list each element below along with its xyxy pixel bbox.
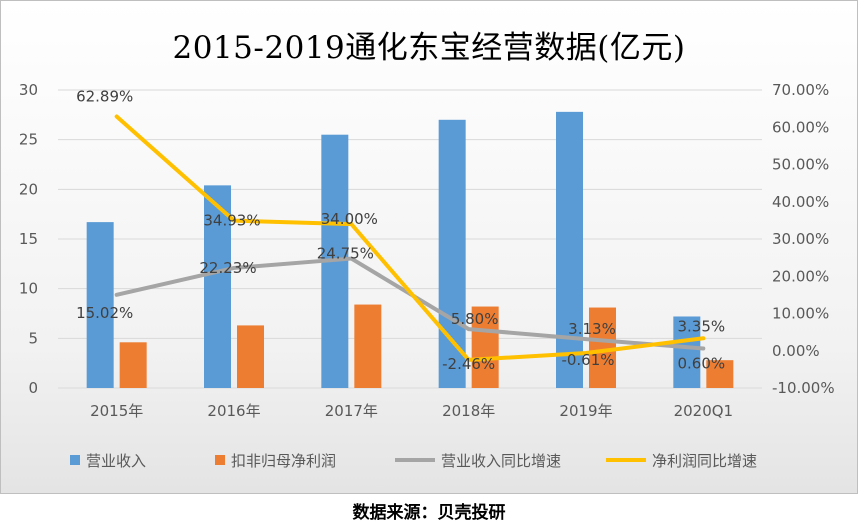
data-label: 3.13%	[568, 320, 616, 338]
line-point	[233, 267, 235, 269]
data-label: -0.61%	[561, 351, 614, 369]
y-left-tick-label: 5	[28, 329, 38, 347]
y-left-tick-label: 0	[28, 379, 38, 397]
source-note: 数据来源：贝壳投研	[352, 503, 506, 523]
y-left-tick-label: 15	[19, 230, 38, 248]
data-label: 24.75%	[317, 245, 374, 263]
y-right-tick-label: 70.00%	[772, 81, 829, 99]
bar	[471, 306, 499, 388]
y-right-tick-label: 40.00%	[772, 193, 829, 211]
line-point	[116, 294, 118, 296]
x-tick-label: 2015年	[90, 402, 143, 420]
x-tick-label: 2019年	[559, 402, 612, 420]
line-point	[350, 258, 352, 260]
data-label: -2.46%	[442, 355, 495, 373]
y-left-tick-label: 25	[19, 131, 38, 149]
y-right-tick-label: 60.00%	[772, 118, 829, 136]
data-label: 5.80%	[451, 310, 499, 328]
legend-swatch	[215, 455, 225, 465]
line-point	[585, 352, 587, 354]
data-label: 0.60%	[678, 355, 726, 373]
y-right-tick-label: 20.00%	[772, 267, 829, 285]
y-right-tick-label: -10.00%	[772, 379, 835, 397]
bar	[86, 222, 114, 388]
bar	[204, 185, 231, 388]
x-tick-label: 2017年	[325, 402, 378, 420]
data-label: 15.02%	[76, 304, 133, 322]
x-tick-label: 2018年	[442, 402, 495, 420]
y-right-tick-label: 50.00%	[772, 156, 829, 174]
line-point	[350, 223, 352, 225]
chart-title: 2015-2019通化东宝经营数据(亿元)	[172, 30, 686, 66]
y-left-tick-label: 20	[19, 180, 38, 198]
line-point	[468, 328, 470, 330]
line-point	[585, 338, 587, 340]
bar	[237, 325, 264, 388]
series-line	[114, 114, 706, 362]
y-left-tick-label: 30	[19, 81, 38, 99]
chart-plot: 0 5 10 15 20 25 30 -10.00% 0.00% 10.00% 20.00% 30.0…	[19, 81, 835, 470]
y-right-tick-label: 10.00%	[772, 305, 829, 323]
chart-frame	[0, 0, 858, 494]
line-point	[702, 348, 704, 350]
y-right-tick-label: 0.00%	[772, 342, 820, 360]
data-label: 62.89%	[76, 87, 133, 105]
x-tick-label: 2020Q1	[674, 402, 734, 420]
line-point	[116, 115, 118, 117]
y-left-tick-label: 10	[19, 280, 38, 298]
bar	[673, 316, 701, 388]
line-point	[233, 220, 235, 222]
legend-label: 净利润同比增速	[652, 452, 757, 470]
bar	[119, 342, 147, 388]
legend-label: 营业收入同比增速	[441, 452, 561, 470]
line-point	[468, 359, 470, 361]
legend-swatch	[70, 455, 80, 465]
y-right-tick-label: 30.00%	[772, 230, 829, 248]
bar	[438, 119, 466, 389]
data-label: 34.93%	[203, 212, 260, 230]
data-label: 3.35%	[678, 317, 726, 335]
line-point	[702, 337, 704, 339]
bar	[706, 360, 734, 388]
legend-label: 营业收入	[86, 452, 146, 470]
bar	[589, 307, 616, 388]
x-tick-label: 2016年	[207, 402, 260, 420]
data-label: 34.00%	[321, 210, 378, 228]
data-label: 22.23%	[199, 259, 256, 277]
bar	[354, 304, 382, 388]
legend-label: 扣非归母净利润	[231, 452, 336, 470]
bar	[556, 111, 583, 388]
